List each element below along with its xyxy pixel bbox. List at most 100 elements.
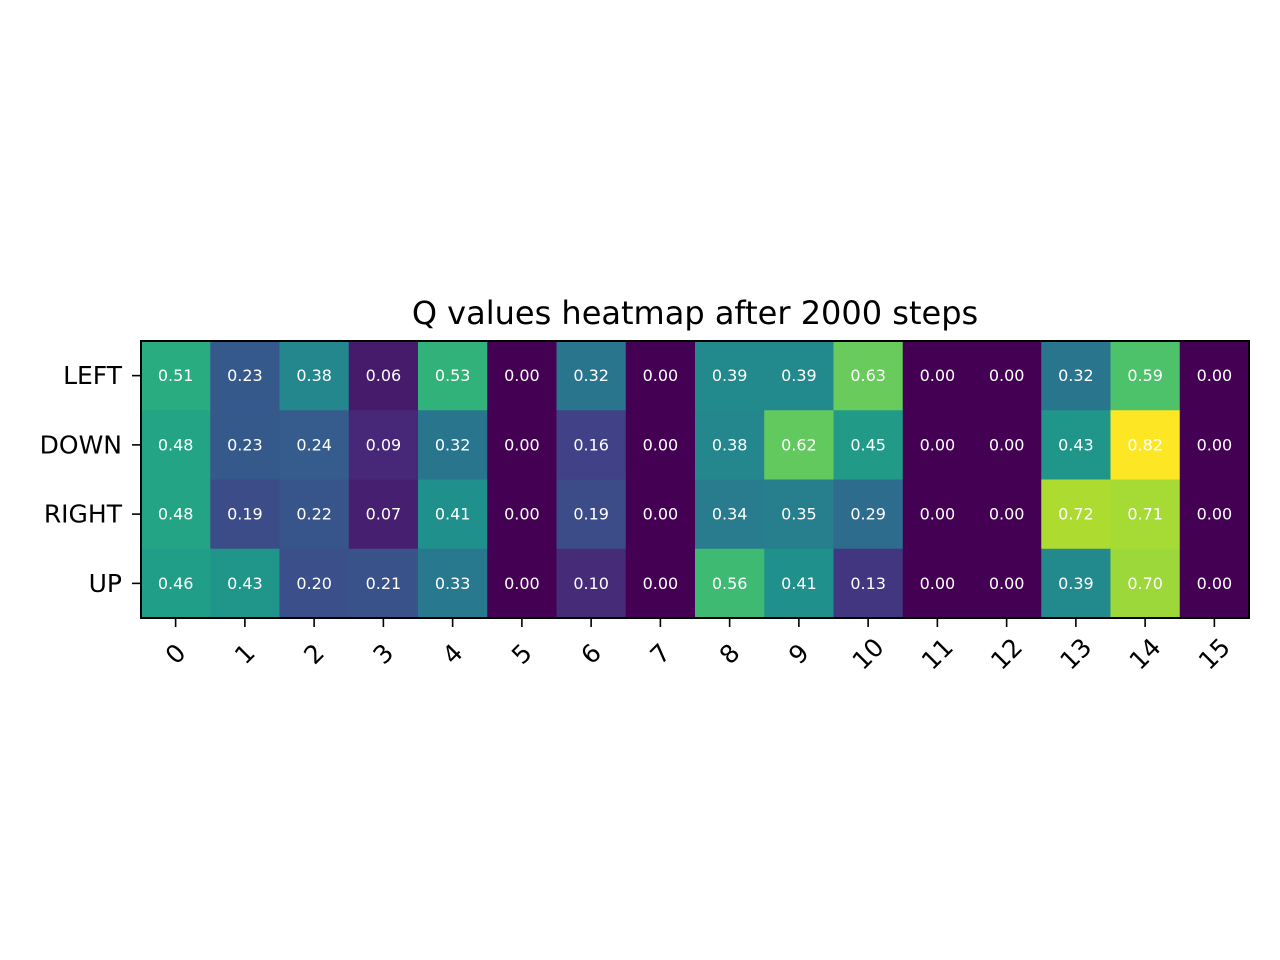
cell-value-label: 0.43	[1058, 435, 1094, 454]
x-tick-label: 9	[783, 638, 815, 670]
heatmap-cell	[487, 410, 558, 481]
x-tick-label: 7	[644, 638, 676, 670]
cell-value-label: 0.06	[366, 366, 402, 385]
heatmap-cell	[695, 548, 765, 619]
cell-value-label: 0.00	[1197, 435, 1233, 454]
cell-value-label: 0.43	[227, 574, 263, 593]
heatmap-cell	[1110, 548, 1181, 619]
heatmap-cell	[279, 410, 350, 481]
cell-value-label: 0.00	[1197, 366, 1233, 385]
cell-value-label: 0.00	[920, 435, 956, 454]
heatmap-cell	[902, 410, 973, 481]
cell-value-label: 0.10	[573, 574, 609, 593]
heatmap-cell	[695, 410, 765, 481]
x-tick-label: 0	[160, 638, 192, 670]
heatmap-cell	[902, 479, 973, 550]
cell-value-label: 0.72	[1058, 505, 1094, 524]
heatmap-cell	[348, 548, 419, 619]
heatmap-cell	[141, 410, 211, 481]
cell-value-label: 0.00	[504, 366, 540, 385]
cell-value-label: 0.00	[643, 435, 679, 454]
cell-value-label: 0.45	[850, 435, 886, 454]
heatmap-cell	[556, 341, 627, 411]
heatmap-cell	[1110, 479, 1181, 550]
cell-value-label: 0.00	[1197, 505, 1233, 524]
heatmap-cell	[625, 479, 696, 550]
heatmap-cell	[972, 341, 1042, 411]
cell-value-label: 0.71	[1127, 505, 1163, 524]
heatmap-cell	[1110, 341, 1181, 411]
heatmap-cell	[1179, 341, 1250, 411]
heatmap-cell	[833, 410, 904, 481]
heatmap-cell	[833, 341, 904, 411]
cell-value-label: 0.33	[435, 574, 471, 593]
heatmap-cell	[210, 410, 281, 481]
heatmap-cell	[972, 410, 1042, 481]
heatmap-cells	[141, 341, 1250, 619]
heatmap-cell	[348, 341, 419, 411]
cell-value-label: 0.00	[989, 574, 1025, 593]
cell-value-label: 0.46	[158, 574, 194, 593]
heatmap-cell	[1110, 410, 1181, 481]
cell-value-label: 0.00	[1197, 574, 1233, 593]
heatmap-cell	[902, 548, 973, 619]
heatmap-cell	[556, 479, 627, 550]
heatmap-cell	[833, 548, 904, 619]
cell-value-label: 0.41	[781, 574, 817, 593]
heatmap-cell	[418, 479, 488, 550]
cell-value-label: 0.20	[296, 574, 332, 593]
heatmap-cell	[1041, 410, 1112, 481]
cell-value-label: 0.00	[920, 505, 956, 524]
cell-value-label: 0.32	[435, 435, 471, 454]
heatmap-cell	[1179, 479, 1250, 550]
heatmap-cell	[279, 341, 350, 411]
x-tick-label: 1	[229, 638, 261, 670]
heatmap-cell	[764, 410, 835, 481]
heatmap-cell	[348, 410, 419, 481]
x-tick-label: 13	[1054, 632, 1097, 675]
heatmap-cell	[764, 548, 835, 619]
cell-value-label: 0.59	[1127, 366, 1163, 385]
cell-value-label: 0.32	[1058, 366, 1094, 385]
cell-value-label: 0.32	[573, 366, 609, 385]
heatmap-cell	[487, 548, 558, 619]
cell-value-label: 0.39	[1058, 574, 1094, 593]
heatmap-cell	[764, 479, 835, 550]
heatmap-cell	[556, 410, 627, 481]
cell-value-label: 0.00	[504, 574, 540, 593]
heatmap-cell	[279, 548, 350, 619]
y-tick-label: LEFT	[63, 361, 123, 390]
cell-value-label: 0.00	[504, 435, 540, 454]
heatmap-cell	[972, 548, 1042, 619]
heatmap-cell	[210, 341, 281, 411]
heatmap-cell	[764, 341, 835, 411]
cell-value-label: 0.38	[296, 366, 332, 385]
cell-value-label: 0.53	[435, 366, 471, 385]
cell-value-label: 0.23	[227, 435, 263, 454]
cell-value-label: 0.00	[504, 505, 540, 524]
x-tick-label: 10	[847, 632, 890, 675]
x-tick-label: 8	[714, 638, 746, 670]
cell-value-label: 0.19	[227, 505, 263, 524]
cell-value-label: 0.48	[158, 505, 194, 524]
y-tick-label: UP	[89, 569, 122, 598]
cell-value-label: 0.00	[643, 574, 679, 593]
heatmap-cell	[141, 341, 211, 411]
heatmap-cell	[902, 341, 973, 411]
x-tick-label: 14	[1124, 632, 1167, 675]
cell-value-label: 0.22	[296, 505, 332, 524]
cell-value-label: 0.23	[227, 366, 263, 385]
heatmap-cell	[1041, 548, 1112, 619]
heatmap-cell	[695, 479, 765, 550]
heatmap-cell	[972, 479, 1042, 550]
cell-value-label: 0.63	[850, 366, 886, 385]
heatmap-cell	[141, 548, 211, 619]
heatmap-cell	[348, 479, 419, 550]
cell-value-label: 0.00	[920, 366, 956, 385]
cell-value-label: 0.70	[1127, 574, 1163, 593]
cell-value-label: 0.41	[435, 505, 471, 524]
x-tick-label: 2	[298, 638, 330, 670]
heatmap-cell	[418, 341, 488, 411]
cell-value-label: 0.00	[989, 366, 1025, 385]
